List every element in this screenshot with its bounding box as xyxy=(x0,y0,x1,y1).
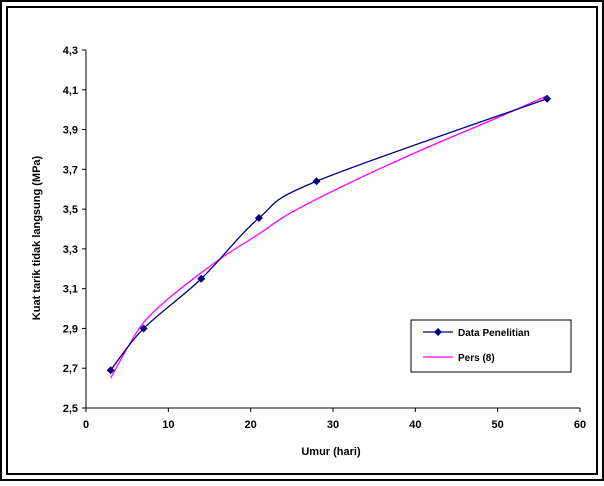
x-axis-label: Umur (hari) xyxy=(301,446,361,458)
x-tick-label: 20 xyxy=(245,419,257,431)
series-layer xyxy=(106,94,552,379)
x-axis-ticks: 0 10 20 30 40 50 60 xyxy=(83,408,586,431)
x-tick-label: 40 xyxy=(409,419,421,431)
y-tick-label: 3,7 xyxy=(63,164,78,176)
y-tick-label: 4,1 xyxy=(63,85,78,97)
y-tick-label: 2,7 xyxy=(63,363,78,375)
legend-label-data-penelitian: Data Penelitian xyxy=(458,328,530,339)
y-tick-label: 3,5 xyxy=(63,204,78,216)
x-tick-label: 30 xyxy=(327,419,339,431)
y-tick-label: 2,5 xyxy=(63,403,78,415)
x-tick-label: 0 xyxy=(83,419,89,431)
data-point-data-penelitian xyxy=(197,274,206,283)
data-point-data-penelitian xyxy=(106,366,115,375)
data-point-data-penelitian xyxy=(254,214,263,223)
legend: Data Penelitian Pers (8) xyxy=(410,319,572,373)
data-point-data-penelitian xyxy=(543,94,552,103)
x-tick-label: 60 xyxy=(574,419,586,431)
legend-label-pers-8: Pers (8) xyxy=(458,353,495,364)
data-point-data-penelitian xyxy=(312,177,321,186)
y-axis-ticks: 2,5 2,7 2,9 3,1 3,3 3,5 3,7 3,9 4,1 4,3 xyxy=(63,45,86,415)
y-tick-label: 4,3 xyxy=(63,45,78,57)
y-tick-label: 3,1 xyxy=(63,284,78,296)
y-tick-label: 2,9 xyxy=(63,323,78,335)
x-tick-label: 10 xyxy=(162,419,174,431)
y-axis-label: Kuat tarik tidak langsung (MPa) xyxy=(31,155,43,320)
data-point-data-penelitian xyxy=(139,324,148,333)
inner-border xyxy=(6,6,598,475)
series-line-pers-8 xyxy=(110,95,548,379)
legend-marker-data-penelitian xyxy=(434,328,442,336)
x-tick-label: 50 xyxy=(492,419,504,431)
y-tick-label: 3,3 xyxy=(63,244,78,256)
y-tick-label: 3,9 xyxy=(63,125,78,137)
